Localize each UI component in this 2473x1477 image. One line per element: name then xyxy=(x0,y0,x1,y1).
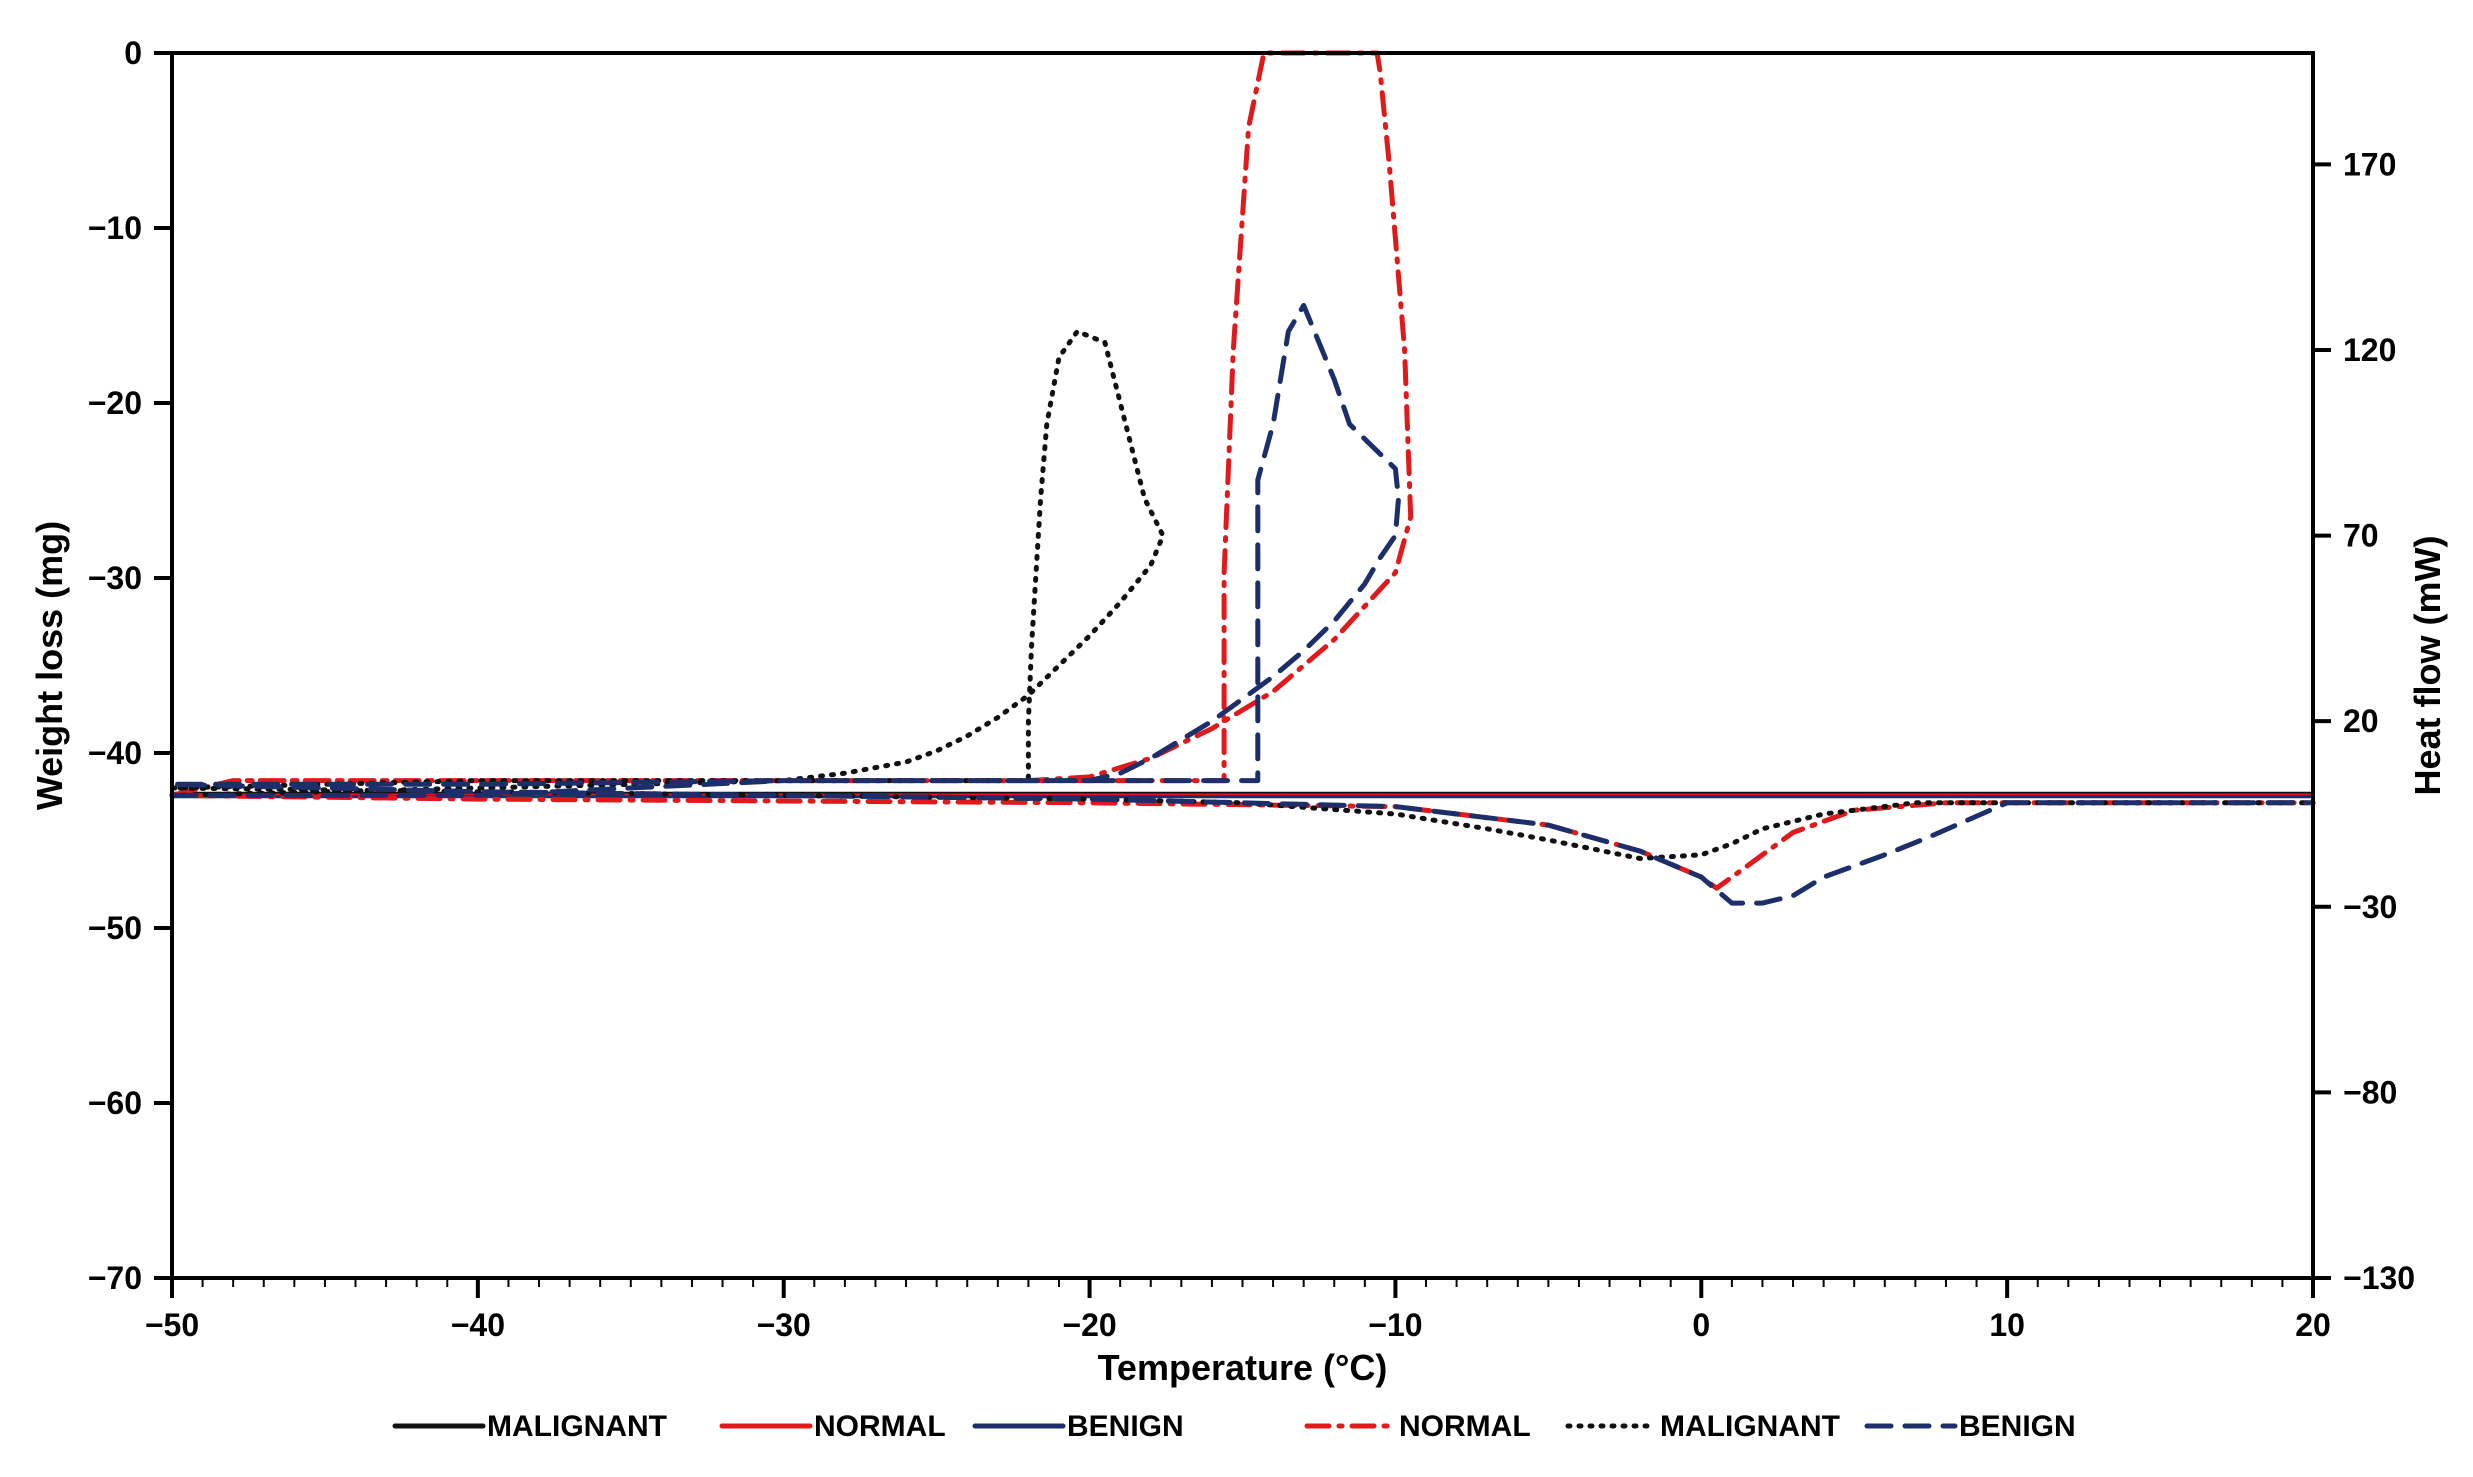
y-right-tick-label: −80 xyxy=(2343,1074,2397,1110)
x-tick-label: −10 xyxy=(1368,1307,1422,1343)
legend-label-malignant: MALIGNANT xyxy=(1660,1410,1840,1443)
y-right-tick-label: −130 xyxy=(2343,1260,2415,1296)
legend-label-normal: NORMAL xyxy=(814,1410,946,1443)
legend-label-malignant: MALIGNANT xyxy=(487,1410,667,1443)
legend: MALIGNANT NORMAL BENIGN NORMAL MALIGNANT BENI… xyxy=(392,1410,2076,1443)
x-tick-label: 10 xyxy=(1989,1307,2025,1343)
series-layer xyxy=(169,50,2316,906)
y-right-tick-label: 120 xyxy=(2343,332,2396,368)
x-tick-label: 0 xyxy=(1692,1307,1710,1343)
x-tick-label: −40 xyxy=(451,1307,505,1343)
x-tick-label: −20 xyxy=(1062,1307,1116,1343)
y-left-tick-label: 0 xyxy=(124,35,142,71)
y-left-tick-label: −70 xyxy=(88,1260,142,1296)
y-left-tick-label: −50 xyxy=(88,910,142,946)
y-right-tick-label: 170 xyxy=(2343,146,2396,182)
y-left-tick-label: −10 xyxy=(88,210,142,246)
y-right-tick-label: 70 xyxy=(2343,518,2379,554)
x-axis-title: Temperature (°C) xyxy=(1098,1347,1388,1388)
legend-label-benign: BENIGN xyxy=(1067,1410,1184,1443)
y-right-tick-label: 20 xyxy=(2343,703,2379,739)
series-line-malignant-dotted xyxy=(169,328,2316,861)
y-right-tick-label: −30 xyxy=(2343,889,2397,925)
labels-layer: Temperature (°C) Weight loss (mg) Heat f… xyxy=(29,521,2448,1388)
y-left-tick-label: −30 xyxy=(88,560,142,596)
legend-label-benign: BENIGN xyxy=(1959,1410,2076,1443)
ticks-layer: −50 −40 −30 −20 −10 0 10 20 0 −10 −20 −30 −40 −50 −60 −… xyxy=(88,35,2415,1343)
legend-label-normal: NORMAL xyxy=(1399,1410,1531,1443)
x-tick-label: −50 xyxy=(145,1307,199,1343)
x-tick-label: 20 xyxy=(2295,1307,2331,1343)
y-left-tick-label: −60 xyxy=(88,1085,142,1121)
y-axis-left-title: Weight loss (mg) xyxy=(29,521,70,810)
y-axis-right-title: Heat flow (mW) xyxy=(2407,536,2448,796)
x-tick-label: −30 xyxy=(757,1307,811,1343)
y-left-tick-label: −20 xyxy=(88,385,142,421)
y-left-tick-label: −40 xyxy=(88,735,142,771)
series-line-benign-dashed xyxy=(169,302,2316,906)
